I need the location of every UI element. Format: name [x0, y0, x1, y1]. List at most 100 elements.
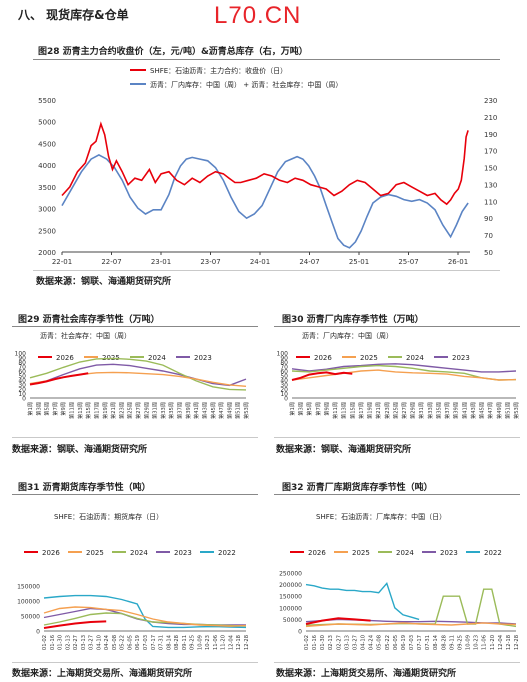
fig32-y-tick: 100000: [279, 605, 302, 612]
fig30-series-line: [291, 363, 517, 373]
fig29-x-tick: 第23周: [117, 402, 125, 419]
fig32-series-line: [305, 582, 420, 621]
fig29-x-tick: 第33周: [159, 402, 167, 419]
fig32-x-tick: 03-13: [344, 635, 350, 650]
fig31-x-tick: 01-30: [58, 635, 64, 650]
fig29-y-tick: 0: [22, 396, 26, 403]
fig29-x-tick: 第11周: [68, 402, 76, 419]
brand-logo: L70.CN: [214, 2, 302, 29]
fig31-x-tick: 04-10: [96, 635, 102, 650]
fig29-y-tick: 40: [18, 378, 26, 385]
fig30-x-tick: 第37周: [443, 402, 451, 419]
fig28-x-tick: 22-01: [52, 258, 72, 266]
fig28-x-tick: 25-01: [349, 258, 369, 266]
fig30-x-tick: 第29周: [409, 402, 417, 419]
fig28-chart: 2000 2500 3000 3500 4000 4500 5000 5500 50 70 90 11…: [38, 66, 497, 266]
fig29-legend-label: 2023: [194, 354, 212, 362]
fig30-legend-label: 2024: [406, 354, 424, 362]
fig32-x-tick: 01-30: [320, 635, 326, 650]
fig29-x-tick: 第41周: [192, 402, 200, 419]
fig31-x-tick: 10-09: [197, 635, 203, 650]
fig29-x-tick: 第5周: [43, 402, 51, 416]
fig31-x-tick: 06-19: [135, 635, 141, 650]
fig30-y-tick: 90: [280, 355, 288, 362]
fig30-y-tick: 0: [284, 396, 288, 403]
fig28-y-right-tick: 190: [484, 131, 497, 139]
fig32-series-line: [305, 622, 517, 628]
fig30-x-tick: 第27周: [400, 402, 408, 419]
fig28-y-left-tick: 4000: [38, 162, 56, 170]
fig32-x-tick: 01-16: [312, 635, 318, 650]
fig30-y-tick: 60: [280, 369, 288, 376]
fig28-y-right-tick: 230: [484, 97, 497, 105]
fig29-x-tick: 第13周: [76, 402, 84, 419]
fig31-legend-label: 2023: [174, 549, 192, 557]
fig29-series-line: [29, 372, 89, 386]
fig28-y-right-tick: 210: [484, 114, 497, 122]
fig30-x-tick: 第5周: [305, 402, 313, 416]
fig30-rule-top: [274, 326, 520, 327]
fig31-y-tick: 100000: [17, 599, 40, 606]
fig32-x-tick: 04-10: [361, 635, 367, 650]
fig31-y-tick: 150000: [17, 584, 40, 591]
fig29-series-line: [29, 363, 247, 387]
fig31-legend-label: 2026: [42, 549, 60, 557]
fig29-subtitle: 沥青：社会库存：中国（周）: [40, 331, 131, 340]
fig31-title: 图31 沥青期货库存季节性（吨）: [18, 483, 151, 493]
fig32-x-tick: 05-22: [385, 635, 391, 650]
fig32-legend-label: 2024: [396, 549, 414, 557]
fig29-x-tick: 第47周: [217, 402, 225, 419]
fig32-x-tick: 06-19: [401, 635, 407, 650]
fig29-x-tick: 第17周: [92, 402, 100, 419]
fig30-legend-label: 2026: [314, 354, 332, 362]
fig28-x-tick: 26-01: [448, 258, 468, 266]
fig29-source: 数据来源：钢联、海通期货研究所: [12, 445, 148, 455]
fig32-x-tick: 07-03: [409, 635, 415, 650]
fig30-x-tick: 第47周: [486, 402, 494, 419]
fig32-x-tick: 02-27: [336, 635, 342, 650]
fig30-y-tick: 20: [280, 387, 288, 394]
fig29-x-tick: 第43周: [200, 402, 208, 419]
fig31-x-tick: 12-18: [236, 635, 242, 650]
fig29-y-tick: 90: [18, 355, 26, 362]
fig28-y-right-tick: 90: [484, 215, 493, 223]
fig29-x-tick: 第53周: [242, 402, 250, 419]
fig30-x-tick: 第51周: [503, 402, 511, 419]
fig30-x-tick: 第41周: [460, 402, 468, 419]
fig30-x-tick: 第13周: [340, 402, 348, 419]
fig30-source: 数据来源：钢联、海通期货研究所: [276, 445, 412, 455]
fig28-title: 图28 沥青主力合约收盘价（左，元/吨）&沥青总库存（右，万吨）: [38, 47, 308, 57]
fig30-x-tick: 第17周: [357, 402, 365, 419]
fig29-x-tick: 第49周: [225, 402, 233, 419]
section-title: 八、 现货库存&仓单: [18, 8, 129, 22]
fig31-subtitle: SHFE：石油沥青：期货库存（日）: [54, 512, 163, 521]
fig29-title: 图29 沥青社会库存季节性（万吨）: [18, 315, 160, 325]
fig32-subtitle: SHFE：石油沥青：厂库库存：中国（日）: [316, 512, 446, 521]
fig32-source: 数据来源：上海期货交易所、海通期货研究所: [276, 669, 457, 679]
fig32-x-tick: 07-31: [425, 635, 431, 650]
fig29-x-tick: 第7周: [51, 402, 59, 416]
fig28-source: 数据来源：钢联、海通期货研究所: [36, 277, 172, 287]
fig32-x-tick: 08-14: [433, 634, 439, 650]
fig29-x-tick: 第51周: [234, 402, 242, 419]
fig30-series-line: [291, 369, 517, 381]
fig31-legend-label: 2022: [218, 549, 236, 557]
fig30-series-line: [291, 371, 353, 381]
fig32-y-tick: 150000: [279, 594, 302, 601]
fig32-series-line: [305, 588, 517, 628]
fig28-x-tick: 23-01: [151, 258, 171, 266]
fig32-x-tick: 01-02: [304, 635, 310, 650]
fig31-series-line: [43, 594, 247, 629]
fig31-x-tick: 05-08: [112, 635, 118, 650]
fig30-x-tick: 第19周: [366, 402, 374, 419]
fig31-x-tick: 07-31: [159, 635, 165, 650]
fig29-x-tick: 第37周: [176, 402, 184, 419]
fig30-y-tick: 50: [280, 373, 288, 380]
fig31-x-tick: 06-05: [127, 635, 133, 650]
fig30-x-tick: 第3周: [297, 402, 305, 416]
fig32-x-tick: 03-27: [352, 635, 358, 650]
fig32-series-line: [305, 617, 371, 625]
fig32-title: 图32 沥青厂库期货库存季节性（吨）: [282, 483, 433, 493]
